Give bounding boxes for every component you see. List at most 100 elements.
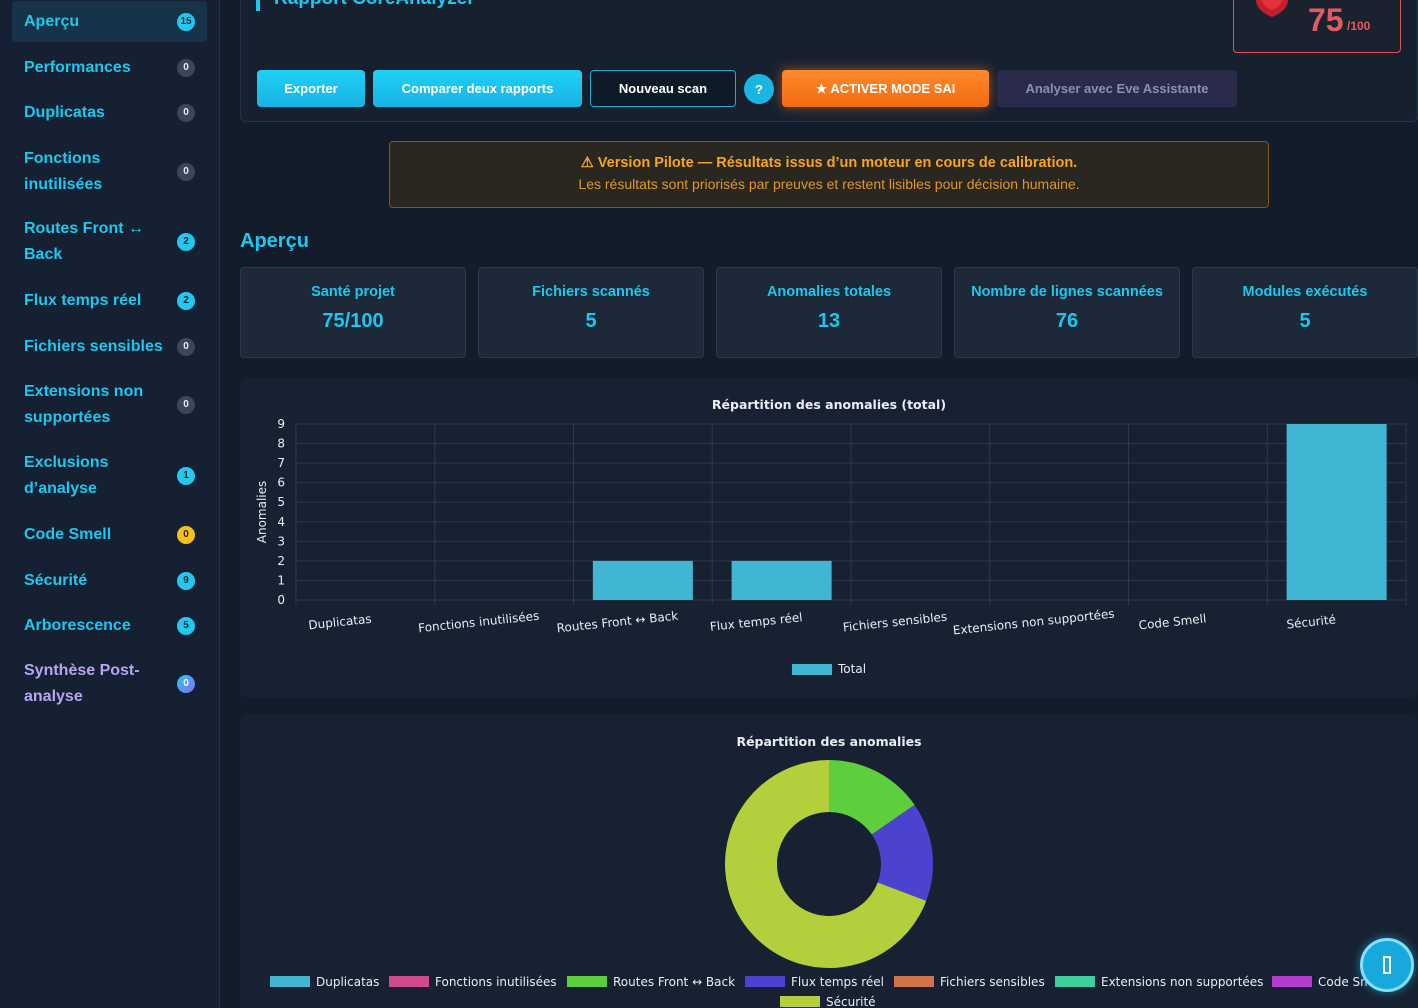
legend-swatch xyxy=(780,996,820,1007)
legend-label: Flux temps réel xyxy=(791,975,884,989)
legend-swatch xyxy=(389,976,429,987)
x-tick-label: Fonctions inutilisées xyxy=(418,609,540,636)
help-button[interactable]: ? xyxy=(744,74,774,104)
x-tick-label: Sécurité xyxy=(1286,612,1337,631)
legend-swatch xyxy=(894,976,934,987)
y-tick-label: 0 xyxy=(277,593,285,607)
stat-label: Modules exécutés xyxy=(1242,284,1368,300)
legend-swatch xyxy=(792,664,832,675)
bar xyxy=(1286,424,1387,600)
chat-assistant-button[interactable] xyxy=(1360,938,1414,992)
donut-chart-card: Répartition des anomalies Duplicatas Fonct… xyxy=(240,714,1418,1008)
y-tick-label: 5 xyxy=(277,495,285,509)
sidebar-item-label: Duplicatas xyxy=(24,103,105,121)
stat-value: 76 xyxy=(1055,310,1079,332)
stat-label: Nombre de lignes scannées xyxy=(971,284,1163,300)
sidebar-item[interactable]: Fichiers sensibles 0 xyxy=(12,326,207,367)
sidebar-item-label: Extensions non supportées xyxy=(24,383,144,426)
sidebar-item[interactable]: Fonctions inutilisées 0 xyxy=(12,146,207,197)
legend-label: Routes Front ↔ Back xyxy=(613,975,735,989)
sidebar: Aperçu 15 Performances 0 Duplicatas 0 Fonction… xyxy=(0,0,220,1008)
count-badge: 5 xyxy=(177,616,195,635)
y-tick-label: 2 xyxy=(277,554,285,568)
sidebar-item[interactable]: Arborescence 5 xyxy=(12,605,207,646)
sidebar-item[interactable]: Synthèse Post-analyse 0 xyxy=(12,658,207,709)
warning-subtitle: Les résultats sont priorisés par preuves… xyxy=(578,176,1080,192)
stat-card-files: Fichiers scannés 5 xyxy=(478,267,704,358)
export-button[interactable]: Exporter xyxy=(257,70,365,107)
pilot-warning-banner: ⚠ Version Pilote — Résultats issus d’un … xyxy=(389,141,1269,208)
y-tick-label: 9 xyxy=(277,417,285,431)
stat-label: Santé projet xyxy=(311,284,395,300)
count-badge: 0 xyxy=(177,337,195,356)
legend-label: Sécurité xyxy=(826,995,876,1008)
new-scan-button[interactable]: Nouveau scan xyxy=(590,70,736,107)
page-title: Rapport CoreAnalyzer xyxy=(256,0,475,11)
chart-title: Répartition des anomalies (total) xyxy=(712,397,946,412)
stat-value: 13 xyxy=(817,310,841,332)
shield-icon xyxy=(1256,0,1288,17)
chart-title: Répartition des anomalies xyxy=(736,734,921,749)
stat-card-lines: Nombre de lignes scannées 76 xyxy=(954,267,1180,358)
count-badge: 2 xyxy=(177,291,195,310)
donut-slice xyxy=(871,804,933,901)
y-tick-label: 1 xyxy=(277,573,285,587)
donut-slice xyxy=(725,760,927,968)
legend-label: Fonctions inutilisées xyxy=(435,975,557,989)
y-tick-label: 3 xyxy=(277,534,285,548)
sidebar-item-label: Performances xyxy=(24,58,131,76)
sidebar-item[interactable]: Performances 0 xyxy=(12,47,207,88)
donut-chart: Répartition des anomalies Duplicatas Fonct… xyxy=(270,734,1386,1008)
stat-card-health: Santé projet 75/100 xyxy=(240,267,466,358)
count-badge: 0 xyxy=(177,674,195,693)
count-badge: 9 xyxy=(177,571,195,590)
x-tick-label: Extensions non supportées xyxy=(952,607,1115,638)
compare-reports-button[interactable]: Comparer deux rapports xyxy=(373,70,582,107)
sidebar-item-label: Exclusions d’analyse xyxy=(24,454,109,497)
sidebar-item[interactable]: Code Smell 0 xyxy=(12,514,207,555)
eve-assistant-button[interactable]: Analyser avec Eve Assistante xyxy=(997,70,1237,107)
bar-chart-card: Répartition des anomalies (total) 0 1 2 3 4 5 6… xyxy=(240,378,1418,698)
sidebar-item[interactable]: Sécurité 9 xyxy=(12,560,207,601)
sidebar-item-label: Routes Front ↔ Back xyxy=(24,220,144,263)
bar xyxy=(731,560,832,600)
x-tick-label: Duplicatas xyxy=(308,612,373,633)
count-badge: 0 xyxy=(177,58,195,77)
sidebar-item[interactable]: Extensions non supportées 0 xyxy=(12,379,207,430)
count-badge: 0 xyxy=(177,103,195,122)
sidebar-item-label: Flux temps réel xyxy=(24,291,142,309)
bar xyxy=(592,560,693,600)
sidebar-item-label: Sécurité xyxy=(24,571,88,589)
warning-title: ⚠ Version Pilote — Résultats issus d’un … xyxy=(580,155,1078,171)
count-badge: 1 xyxy=(177,466,195,485)
x-tick-label: Routes Front ↔ Back xyxy=(556,609,679,636)
stat-value: 75/100 xyxy=(322,310,384,332)
activate-sai-button[interactable]: ★ ACTIVER MODE SAI xyxy=(782,70,989,107)
legend-label: Duplicatas xyxy=(316,975,379,989)
stat-card-anomalies: Anomalies totales 13 xyxy=(716,267,942,358)
donut-slice xyxy=(829,760,915,835)
bar-chart: Répartition des anomalies (total) 0 1 2 3 4 5 6… xyxy=(255,397,1407,676)
y-axis-label: Anomalies xyxy=(255,481,269,544)
score-max: /100 xyxy=(1347,19,1371,33)
y-tick-label: 6 xyxy=(277,476,285,490)
chat-icon xyxy=(1383,956,1391,974)
y-tick-label: 4 xyxy=(277,515,285,529)
count-badge: 0 xyxy=(177,162,195,181)
sidebar-item-label: Fichiers sensibles xyxy=(24,337,163,355)
x-tick-label: Fichiers sensibles xyxy=(842,610,948,635)
sidebar-item[interactable]: Duplicatas 0 xyxy=(12,92,207,133)
score-value: 75 xyxy=(1308,2,1344,38)
legend-swatch xyxy=(567,976,607,987)
x-tick-label: Flux temps réel xyxy=(709,610,803,634)
legend-swatch xyxy=(1055,976,1095,987)
sidebar-item[interactable]: Flux temps réel 2 xyxy=(12,280,207,321)
sidebar-item[interactable]: Aperçu 15 xyxy=(12,1,207,42)
sidebar-item-label: Synthèse Post-analyse xyxy=(24,662,140,705)
sidebar-item[interactable]: Exclusions d’analyse 1 xyxy=(12,450,207,501)
sidebar-item[interactable]: Routes Front ↔ Back 2 xyxy=(12,216,207,267)
count-badge: 15 xyxy=(177,12,195,31)
legend-label: Total xyxy=(837,662,866,676)
legend-label: Extensions non supportées xyxy=(1101,975,1263,989)
legend-swatch xyxy=(745,976,785,987)
